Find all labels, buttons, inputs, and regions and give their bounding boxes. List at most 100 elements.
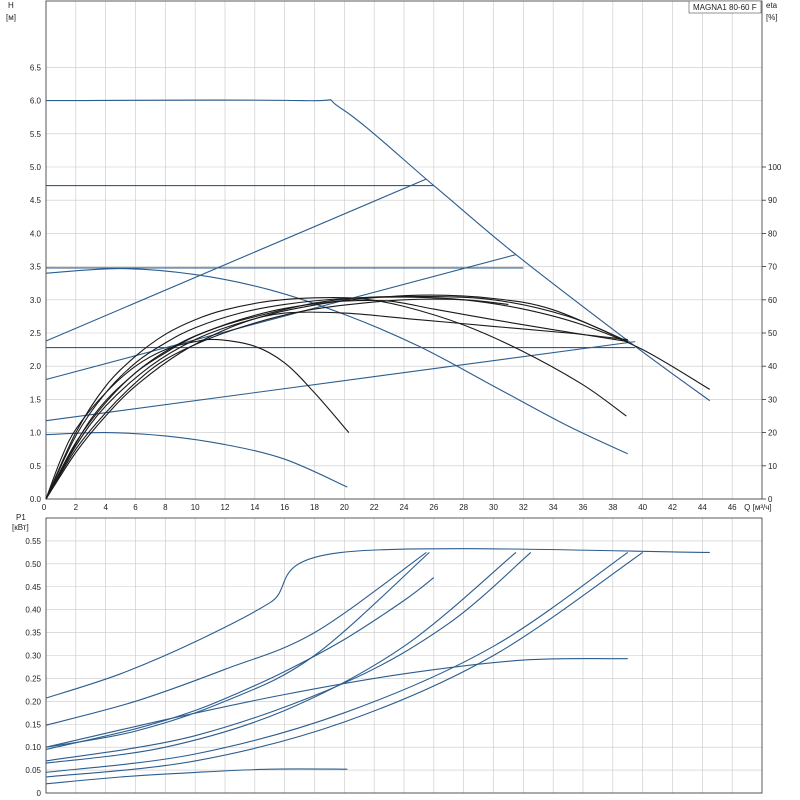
title-box: MAGNA1 80-60 F [688, 0, 762, 14]
power-curve-8 [45, 577, 435, 751]
head-y-tick-label: 1.0 [30, 429, 42, 438]
head-x-tick-label: 10 [191, 503, 200, 512]
head-y-tick-label: 3.0 [30, 296, 42, 305]
power-curve-2 [45, 551, 430, 748]
eta-tick-label: 100 [768, 163, 782, 172]
head-curve-7 [45, 268, 629, 455]
eta-axis-label: eta [766, 1, 778, 10]
head-y-tick-label: 0.5 [30, 462, 42, 471]
power-y-tick-label: 0 [37, 789, 42, 798]
power-curves [45, 548, 710, 785]
power-curve-5 [45, 551, 629, 773]
head-grid: 2 4 6 8 10 12 14 16 18 20 22 24 26 28 30 32 34 36 38 40 42 44… [6, 0, 782, 512]
head-curve-0 [45, 99, 711, 402]
head-curve-15 [45, 311, 628, 500]
eta-tick-label: 70 [768, 263, 777, 272]
power-y-tick-label: 0.40 [25, 606, 41, 615]
head-curves [45, 99, 711, 500]
power-curve-0 [45, 548, 710, 699]
head-y-tick-label: 2.5 [30, 329, 42, 338]
head-plot-frame [45, 0, 763, 500]
power-curve-6 [45, 551, 644, 778]
head-y-tick-label: 2.0 [30, 362, 42, 371]
power-grid: 0 0.05 0.10 0.15 0.20 0.25 0.30 0.35 0.40 0.45 0.5… [12, 513, 763, 798]
head-y-tick-label: 6.0 [30, 97, 42, 106]
power-y-axis-unit: [кВт] [12, 523, 29, 532]
head-y-tick-label: 5.5 [30, 130, 42, 139]
head-x-tick-label: 42 [668, 503, 677, 512]
power-curve-1 [45, 551, 427, 726]
head-x-tick-label: 14 [250, 503, 259, 512]
head-x-tick-label: 12 [221, 503, 230, 512]
head-x-tick-label: 40 [638, 503, 647, 512]
power-y-tick-label: 0.35 [25, 629, 41, 638]
head-y-tick-label: 3.5 [30, 263, 42, 272]
chart-title: MAGNA1 80-60 F [693, 3, 757, 12]
head-y-tick-label: 4.5 [30, 196, 42, 205]
head-y-tick-label: 5.0 [30, 163, 42, 172]
eta-tick-label: 0 [768, 495, 773, 504]
head-x-tick-label: 2 [74, 503, 79, 512]
power-y-tick-label: 0.15 [25, 720, 41, 729]
head-curve-8 [45, 432, 348, 488]
head-x-tick-label: 26 [429, 503, 438, 512]
head-curve-12 [45, 294, 629, 500]
power-y-tick-label: 0.05 [25, 766, 41, 775]
head-curve-5 [45, 254, 517, 381]
power-curve-4 [45, 551, 532, 762]
head-x-tick-label: 32 [519, 503, 528, 512]
power-curve-9 [45, 768, 348, 785]
head-y-tick-label: 4.0 [30, 229, 42, 238]
eta-tick-label: 20 [768, 429, 777, 438]
head-x-tick-label: 6 [133, 503, 138, 512]
power-y-tick-label: 0.20 [25, 697, 41, 706]
head-x-tick-label: 18 [310, 503, 319, 512]
head-y-tick-label: 0.0 [30, 495, 42, 504]
power-y-tick-label: 0.25 [25, 674, 41, 683]
head-x-tick-label: 44 [698, 503, 707, 512]
head-x-tick-label: 46 [728, 503, 737, 512]
head-x-tick-label: 30 [489, 503, 498, 512]
eta-tick-label: 60 [768, 296, 777, 305]
eta-tick-label: 30 [768, 395, 777, 404]
eta-tick-label: 80 [768, 229, 777, 238]
head-curve-14 [45, 299, 628, 500]
power-y-tick-label: 0.10 [25, 743, 41, 752]
head-x-tick-label: 20 [340, 503, 349, 512]
power-curve-7 [45, 657, 628, 748]
eta-axis-unit: [%] [766, 13, 778, 22]
power-y-axis-label: P1 [16, 513, 26, 522]
eta-tick-label: 40 [768, 362, 777, 371]
power-y-tick-label: 0.30 [25, 652, 41, 661]
head-x-tick-label: 24 [400, 503, 409, 512]
head-x-tick-label: 34 [549, 503, 558, 512]
power-plot-frame [45, 517, 763, 794]
power-y-tick-label: 0.45 [25, 583, 41, 592]
head-x-tick-label: 4 [103, 503, 108, 512]
head-y-tick-label: 1.5 [30, 395, 42, 404]
eta-tick-label: 10 [768, 462, 777, 471]
head-x-tick-label: 22 [370, 503, 379, 512]
head-x-tick-label: 0 [42, 503, 47, 512]
head-curve-16 [45, 295, 629, 500]
head-curve-9 [45, 338, 350, 500]
head-y-axis-label: H [8, 1, 14, 10]
head-x-tick-label: 28 [459, 503, 468, 512]
head-curve-6 [45, 341, 636, 422]
head-curve-10 [45, 296, 627, 500]
head-x-tick-label: 36 [579, 503, 588, 512]
head-x-tick-label: 8 [163, 503, 168, 512]
head-y-tick-label: 6.5 [30, 63, 42, 72]
head-x-tick-label: 16 [280, 503, 289, 512]
power-curve-3 [45, 551, 517, 764]
head-x-tick-label: 38 [608, 503, 617, 512]
head-curve-4 [45, 178, 427, 342]
head-x-axis-label: Q [м³/ч] [744, 503, 771, 512]
head-curve-11 [45, 296, 711, 500]
power-y-tick-label: 0.55 [25, 537, 41, 546]
eta-tick-label: 90 [768, 196, 777, 205]
head-y-axis-unit: [м] [6, 13, 16, 22]
eta-tick-label: 50 [768, 329, 777, 338]
power-y-tick-label: 0.50 [25, 560, 41, 569]
